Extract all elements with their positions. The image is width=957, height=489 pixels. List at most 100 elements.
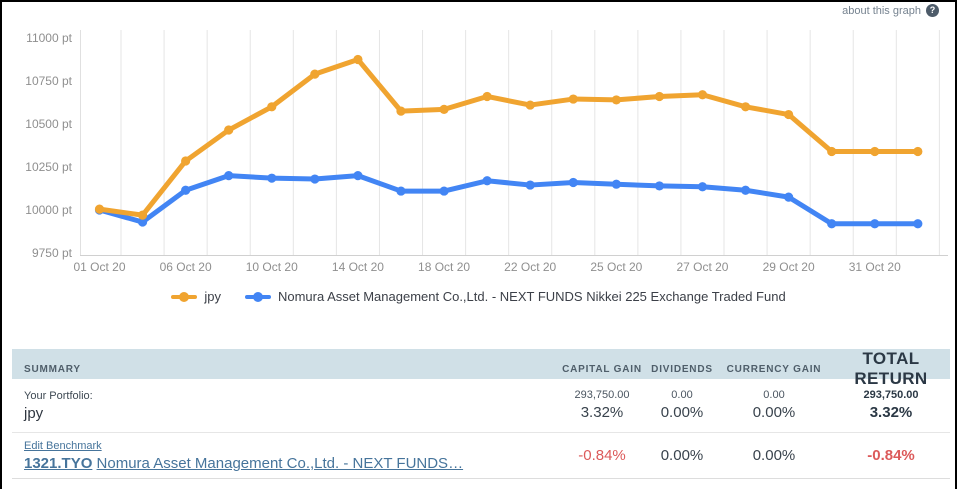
data-point-marker	[568, 177, 578, 188]
data-point-marker	[439, 104, 449, 114]
data-point-marker	[310, 69, 320, 79]
x-axis-labels: 01 Oct 20 06 Oct 20 10 Oct 20 14 Oct 20 18 O…	[73, 260, 901, 274]
portfolio-capital-gain-cell: 293,750.00 3.32%	[556, 388, 648, 423]
your-portfolio-label: Your Portfolio:	[24, 389, 93, 402]
x-axis-label: 18 Oct 20	[418, 260, 470, 274]
data-point-marker	[697, 90, 708, 100]
data-point-marker	[224, 125, 234, 135]
help-question-icon: ?	[926, 4, 939, 17]
summary-table: SUMMARY CAPITAL GAIN DIVIDENDS CURRENCY …	[12, 349, 950, 479]
data-point-marker	[396, 186, 406, 196]
x-axis-label: 29 Oct 20	[763, 260, 815, 274]
currency-gain-percent: 0.00%	[752, 404, 796, 421]
y-axis-label: 10000 pt	[25, 203, 72, 217]
data-point-marker	[439, 186, 449, 196]
benchmark-name-link[interactable]: Nomura Asset Management Co.,Ltd. - NEXT …	[96, 454, 464, 472]
legend-item-jpy: jpy	[171, 289, 221, 304]
data-point-marker	[267, 173, 277, 183]
benchmark-ticker-link[interactable]: 1321.TYO	[24, 454, 93, 472]
y-axis-label: 11000 pt	[26, 31, 72, 45]
total-return-amount: 293,750.00	[863, 389, 919, 401]
x-axis-label: 25 Oct 20	[590, 260, 642, 274]
benchmark-currency-gain-cell: 0.00%	[716, 446, 832, 466]
legend-label: jpy	[204, 289, 221, 304]
edit-benchmark-link[interactable]: Edit Benchmark	[24, 439, 102, 452]
header-total-return: TOTAL RETURN	[854, 349, 928, 388]
y-axis-labels: 9750 pt 10000 pt 10250 pt 10500 pt 10750 pt 1…	[25, 31, 72, 260]
data-point-marker	[654, 181, 665, 191]
data-point-marker	[181, 185, 191, 195]
benchmark-row: Edit Benchmark 1321.TYO Nomura Asset Man…	[12, 432, 950, 479]
data-point-marker	[740, 185, 751, 195]
data-point-marker	[827, 219, 837, 229]
y-axis-label: 10250 pt	[25, 160, 72, 174]
about-this-graph-label: about this graph	[842, 4, 921, 17]
data-point-marker	[611, 95, 621, 105]
data-point-marker	[525, 180, 535, 190]
benchmark-capital-gain-percent: -0.84%	[578, 446, 626, 464]
dividends-percent: 0.00%	[660, 404, 704, 421]
data-point-marker	[568, 94, 578, 104]
benchmark-dividends-cell: 0.00%	[648, 446, 716, 466]
portfolio-total-return-cell: 293,750.00 3.32%	[832, 388, 950, 423]
data-point-marker	[654, 91, 665, 102]
portfolio-currency-gain-cell: 0.00 0.00%	[716, 388, 832, 423]
x-axis-label: 14 Oct 20	[332, 260, 384, 274]
data-point-marker	[310, 174, 320, 184]
data-point-marker	[137, 217, 148, 227]
header-currency-gain: CURRENCY GAIN	[726, 363, 822, 375]
data-point-marker	[353, 54, 363, 65]
data-point-marker	[870, 146, 880, 157]
capital-gain-percent: 3.32%	[580, 404, 624, 421]
data-point-marker	[740, 102, 751, 112]
header-dividends: DIVIDENDS	[651, 363, 713, 375]
data-point-marker	[267, 102, 277, 112]
x-axis-label: 01 Oct 20	[73, 260, 125, 274]
currency-gain-amount: 0.00	[763, 389, 785, 401]
y-axis-label: 10500 pt	[25, 117, 72, 131]
performance-line-chart: 9750 pt 10000 pt 10250 pt 10500 pt 10750 pt 1…	[25, 30, 948, 274]
data-point-marker	[697, 182, 708, 192]
portfolio-dividends-cell: 0.00 0.00%	[648, 388, 716, 423]
portfolio-currency-label: jpy	[24, 404, 44, 422]
data-point-marker	[525, 100, 535, 110]
data-point-marker	[913, 219, 923, 229]
about-this-graph-link[interactable]: about this graph ?	[842, 4, 939, 17]
y-axis-label: 10750 pt	[25, 74, 72, 88]
portfolio-row: Your Portfolio: jpy 293,750.00 3.32% 0.0…	[12, 379, 950, 432]
data-point-marker	[827, 146, 837, 157]
data-point-marker	[482, 91, 492, 102]
summary-table-header: SUMMARY CAPITAL GAIN DIVIDENDS CURRENCY …	[12, 349, 950, 388]
benchmark-label: Edit Benchmark 1321.TYO Nomura Asset Man…	[12, 440, 556, 472]
legend-marker-icon	[171, 291, 198, 302]
benchmark-dividends-percent: 0.00%	[660, 446, 704, 464]
x-axis-label: 31 Oct 20	[849, 260, 901, 274]
data-point-marker	[137, 210, 148, 220]
benchmark-capital-gain-cell: -0.84%	[556, 446, 648, 466]
data-point-marker	[784, 192, 794, 202]
benchmark-total-return-cell: -0.84%	[832, 446, 950, 466]
data-point-marker	[784, 109, 794, 120]
data-point-marker	[396, 106, 406, 116]
data-point-marker	[482, 176, 492, 186]
x-axis-label: 10 Oct 20	[246, 260, 298, 274]
benchmark-currency-gain-percent: 0.00%	[752, 446, 796, 464]
legend-item-benchmark: Nomura Asset Management Co.,Ltd. - NEXT …	[244, 289, 786, 304]
data-point-marker	[181, 156, 191, 166]
dividends-amount: 0.00	[671, 389, 693, 401]
legend-marker-icon	[244, 291, 271, 302]
x-axis-label: 06 Oct 20	[160, 260, 212, 274]
header-capital-gain: CAPITAL GAIN	[562, 363, 642, 375]
series-jpy	[94, 54, 923, 220]
y-axis-label: 9750 pt	[32, 246, 73, 260]
capital-gain-amount: 293,750.00	[574, 389, 630, 401]
x-axis-label: 27 Oct 20	[676, 260, 728, 274]
data-point-marker	[913, 146, 923, 157]
data-point-marker	[870, 219, 880, 229]
total-return-percent: 3.32%	[869, 404, 913, 421]
data-point-marker	[94, 204, 105, 214]
legend-label: Nomura Asset Management Co.,Ltd. - NEXT …	[277, 289, 786, 304]
chart-gridlines	[120, 30, 940, 255]
benchmark-total-return-percent: -0.84%	[867, 446, 915, 464]
